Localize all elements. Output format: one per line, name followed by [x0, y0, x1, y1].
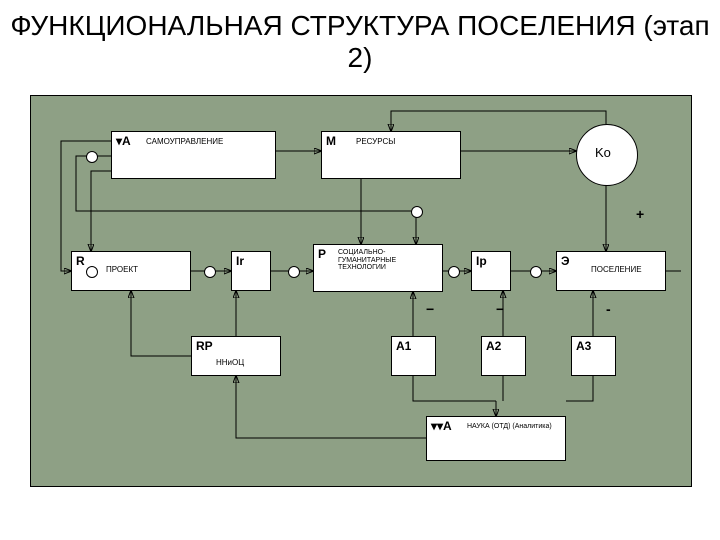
- node-VA-tag: ▾▾A: [431, 419, 452, 433]
- diagram-canvas: ▾A САМОУПРАВЛЕНИЕ M РЕСУРСЫ Ko R ПРОЕКТ …: [30, 95, 692, 487]
- node-A3-tag: A3: [576, 339, 591, 353]
- junction: [86, 266, 98, 278]
- node-Ko-tag: Ko: [595, 145, 611, 160]
- node-Ko: Ko: [576, 124, 638, 186]
- node-RP-tag: RP: [196, 339, 213, 353]
- node-P: P СОЦИАЛЬНО-ГУМАНИТАРНЫЕ ТЕХНОЛОГИИ: [313, 244, 443, 292]
- node-A: ▾A САМОУПРАВЛЕНИЕ: [111, 131, 276, 179]
- node-R-tag: R: [76, 254, 85, 268]
- node-VA: ▾▾A НАУКА (ОТД) (Аналитика): [426, 416, 566, 461]
- node-E: Э ПОСЕЛЕНИЕ: [556, 251, 666, 291]
- page-title: ФУНКЦИОНАЛЬНАЯ СТРУКТУРА ПОСЕЛЕНИЯ (этап…: [0, 10, 720, 74]
- node-M-tag: M: [326, 134, 336, 148]
- junction: [288, 266, 300, 278]
- junction: [448, 266, 460, 278]
- node-M-label: РЕСУРСЫ: [356, 138, 395, 147]
- node-A-label: САМОУПРАВЛЕНИЕ: [146, 138, 223, 147]
- sign-min2: −: [496, 301, 504, 317]
- node-P-label: СОЦИАЛЬНО-ГУМАНИТАРНЫЕ ТЕХНОЛОГИИ: [338, 249, 438, 272]
- sign-min1: −: [426, 301, 434, 317]
- junction: [86, 151, 98, 163]
- node-A-tag: ▾A: [116, 134, 131, 148]
- node-RP: RP ННиОЦ: [191, 336, 281, 376]
- node-A2-tag: A2: [486, 339, 501, 353]
- node-A2: A2: [481, 336, 526, 376]
- node-P-tag: P: [318, 247, 326, 261]
- node-E-tag: Э: [561, 254, 570, 268]
- sign-min3: -: [606, 301, 611, 317]
- node-Ir-tag: Ir: [236, 254, 244, 268]
- node-R-label: ПРОЕКТ: [106, 266, 138, 275]
- node-E-label: ПОСЕЛЕНИЕ: [591, 266, 642, 275]
- node-Ir: Ir: [231, 251, 271, 291]
- node-Ip-tag: Ip: [476, 254, 487, 268]
- node-A1-tag: A1: [396, 339, 411, 353]
- junction: [530, 266, 542, 278]
- junction: [204, 266, 216, 278]
- sign-plus: +: [636, 206, 644, 222]
- node-A1: A1: [391, 336, 436, 376]
- node-VA-label: НАУКА (ОТД) (Аналитика): [467, 423, 557, 431]
- junction: [411, 206, 423, 218]
- node-A3: A3: [571, 336, 616, 376]
- node-M: M РЕСУРСЫ: [321, 131, 461, 179]
- node-Ip: Ip: [471, 251, 511, 291]
- node-RP-label: ННиОЦ: [216, 359, 244, 368]
